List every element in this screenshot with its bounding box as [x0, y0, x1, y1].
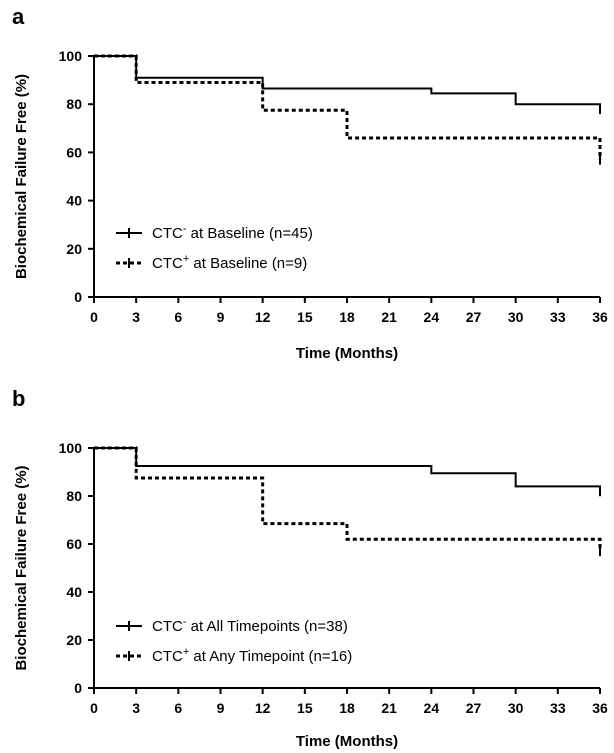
- legend-label-sup: -: [183, 616, 187, 628]
- x-tick-label: 21: [381, 700, 397, 716]
- y-tick-label: 0: [74, 289, 82, 305]
- y-tick-label: 20: [66, 632, 82, 648]
- x-tick-label: 18: [339, 700, 355, 716]
- x-tick-label: 27: [466, 309, 482, 325]
- legend-label-base: CTC: [152, 255, 183, 272]
- panel-label: b: [12, 386, 25, 411]
- y-tick-label: 100: [59, 440, 83, 456]
- series-line-solid: [94, 447, 601, 492]
- y-tick-label: 80: [66, 488, 82, 504]
- y-tick-label: 0: [74, 680, 82, 696]
- y-tick-label: 40: [66, 584, 82, 600]
- x-tick-label: 12: [255, 309, 271, 325]
- x-tick-label: 30: [508, 700, 524, 716]
- x-tick-label: 27: [466, 700, 482, 716]
- legend-label-sup: +: [183, 253, 189, 265]
- x-tick-label: 30: [508, 309, 524, 325]
- legend-label: CTC- at Baseline (n=45): [152, 223, 313, 242]
- legend-label: CTC- at All Timepoints (n=38): [152, 616, 348, 635]
- x-axis-title: Time (Months): [296, 733, 398, 750]
- legend-item: CTC+ at Baseline (n=9): [116, 253, 307, 272]
- legend-label-sup: -: [183, 223, 187, 235]
- legend-label-rest: at Baseline (n=45): [187, 225, 313, 242]
- y-tick-label: 40: [66, 193, 82, 209]
- legend-label: CTC+ at Baseline (n=9): [152, 253, 307, 272]
- legend-label-base: CTC: [152, 225, 183, 242]
- series-line-dotted: [94, 54, 602, 160]
- legend-label-rest: at All Timepoints (n=38): [187, 618, 348, 635]
- y-tick-label: 80: [66, 96, 82, 112]
- x-tick-label: 33: [550, 309, 566, 325]
- x-tick-label: 9: [217, 309, 225, 325]
- y-tick-label: 100: [59, 48, 83, 64]
- y-axis-title: Biochemical Failure Free (%): [13, 465, 30, 670]
- x-axis-title: Time (Months): [296, 345, 398, 362]
- y-tick-label: 60: [66, 536, 82, 552]
- x-tick-label: 24: [424, 700, 440, 716]
- x-tick-label: 15: [297, 309, 313, 325]
- x-tick-label: 21: [381, 309, 397, 325]
- y-tick-label: 60: [66, 144, 82, 160]
- x-tick-label: 6: [174, 700, 182, 716]
- legend-label: CTC+ at Any Timepoint (n=16): [152, 646, 352, 665]
- x-tick-label: 18: [339, 309, 355, 325]
- x-tick-label: 9: [217, 700, 225, 716]
- legend-label-rest: at Baseline (n=9): [189, 255, 307, 272]
- series-line-solid: [94, 55, 601, 110]
- legend-item: CTC- at Baseline (n=45): [116, 223, 313, 242]
- x-tick-label: 36: [592, 309, 608, 325]
- x-tick-label: 0: [90, 700, 98, 716]
- x-tick-label: 12: [255, 700, 271, 716]
- x-tick-label: 15: [297, 700, 313, 716]
- y-axis-title: Biochemical Failure Free (%): [13, 74, 30, 279]
- legend-item: CTC- at All Timepoints (n=38): [116, 616, 348, 635]
- legend-label-base: CTC: [152, 618, 183, 635]
- x-tick-label: 24: [424, 309, 440, 325]
- legend-item: CTC+ at Any Timepoint (n=16): [116, 646, 352, 665]
- x-tick-label: 6: [174, 309, 182, 325]
- x-tick-label: 36: [592, 700, 608, 716]
- x-tick-label: 3: [132, 700, 140, 716]
- x-tick-label: 33: [550, 700, 566, 716]
- panel-label: a: [12, 4, 25, 29]
- legend-label-base: CTC: [152, 648, 183, 665]
- x-tick-label: 0: [90, 309, 98, 325]
- series-line-dotted: [94, 446, 602, 552]
- y-tick-label: 20: [66, 241, 82, 257]
- x-tick-label: 3: [132, 309, 140, 325]
- legend-label-sup: +: [183, 646, 189, 658]
- legend-label-rest: at Any Timepoint (n=16): [189, 648, 352, 665]
